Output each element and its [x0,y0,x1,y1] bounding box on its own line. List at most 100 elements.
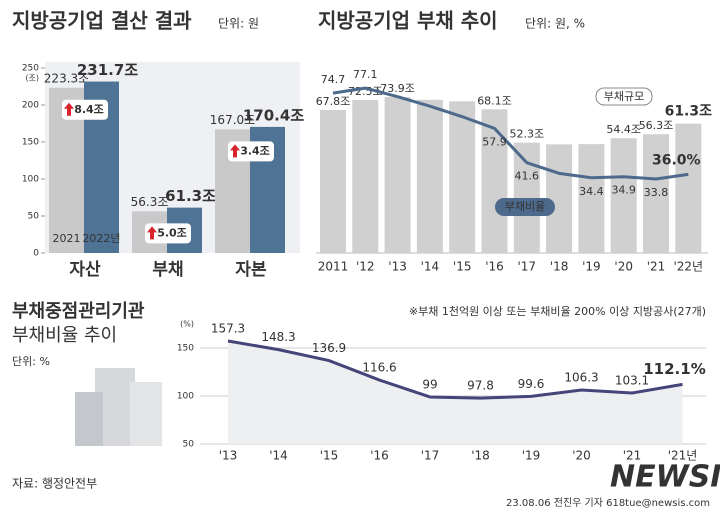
bar [416,99,443,254]
note: ※부채 1천억원 이상 또는 부채비율 200% 이상 지방공사(27개) [409,304,706,318]
change-badge [228,141,274,162]
x-tick-label: '20 [572,449,591,463]
data-label: 73.9조 [380,82,415,95]
x-tick-label: '18 [550,260,569,274]
data-label: 57.9 [482,135,507,148]
x-tick-label: '14 [269,449,288,463]
series-label: 2022년 [82,232,120,245]
change-badge [145,223,191,244]
x-tick-label: '14 [421,260,440,274]
change-badge [62,99,108,120]
y-tick-label: 150 [22,138,39,148]
data-label: 106.3 [564,370,598,384]
data-label: 99.6 [518,377,545,391]
x-tick-label: '16 [485,260,504,274]
x-tick-label: '13 [388,260,407,274]
data-label: 34.9 [611,184,636,197]
bar [384,97,411,253]
series-label: 2021 [53,232,81,245]
data-label: 103.1 [615,374,649,388]
data-label: 223.3조 [44,71,89,85]
x-tick-label: '18 [471,449,490,463]
y-tick-label: 200 [22,101,39,111]
data-label: 136.9 [312,341,346,355]
data-label: 52.3조 [509,128,544,141]
x-tick-label: 부채 [152,260,183,280]
data-label: 61.3조 [165,187,216,205]
data-label: 67.8조 [316,95,351,108]
data-label: 74.7 [321,73,346,86]
data-label: 68.1조 [477,94,512,107]
x-tick-label: '19 [522,449,541,463]
y-tick-label: 150 [177,344,194,354]
legend-label: 부채규모 [604,90,644,103]
y-tick-label: 100 [22,175,39,185]
legend-label: 부채비율 [505,200,545,213]
up-arrow [147,226,157,240]
x-tick-label: '22년 [673,260,703,274]
data-label: 56.3조 [131,195,169,209]
building [75,392,103,446]
bar [449,101,476,253]
bar [610,138,637,253]
x-tick-label: '15 [320,449,339,463]
unit-label: 단위: 원 [218,17,259,31]
x-tick-label: 2011 [318,260,349,274]
x-tick-label: '15 [453,260,472,274]
data-label: 148.3 [261,330,295,344]
data-label: 112.1% [643,360,705,378]
x-tick-label: '21 [623,449,642,463]
bar [513,142,540,253]
data-label: 170.4조 [243,106,304,124]
x-tick-label: '17 [518,260,537,274]
up-arrow [64,102,74,116]
x-tick-label: 자본 [235,260,267,280]
unit-label: 단위: 원, % [525,17,585,31]
line [227,339,683,400]
x-tick-label: '16 [370,449,389,463]
credit: 23.08.06 전진우 기자 618tue@newsis.com [506,497,710,509]
bar [675,123,702,253]
data-label: 34.4 [579,185,604,198]
x-tick-label: '12 [356,260,375,274]
legend-pill [495,198,555,216]
data-label: 61.3조 [665,104,713,120]
y-tick-label: 250 [22,64,39,74]
data-label: 33.8 [644,186,669,199]
bar [352,100,379,254]
up-arrow [230,144,240,158]
data-label: 56.3조 [639,119,674,132]
x-tick-label: '13 [219,449,238,463]
x-tick-label: '21 [647,260,666,274]
y-unit: (조) [25,74,39,83]
y-tick-label: 50 [28,212,40,222]
building [130,382,162,446]
data-label: 97.8 [467,379,494,393]
x-tick-label: '19 [582,260,601,274]
data-label: 116.6 [362,361,396,375]
y-tick-label: 100 [177,392,194,402]
data-label: 54.4조 [606,123,641,136]
bar [643,134,669,253]
change-label: 5.0조 [157,226,187,239]
y-tick-label: 0 [33,249,39,259]
x-tick-label: '21년 [668,449,698,463]
watermark-logo: NEWSIS [610,460,720,495]
y-tick-label: 50 [183,440,195,450]
chart-title: 부채중점관리기관 [12,301,145,322]
data-label: 41.6 [515,170,540,183]
legend-pill [595,87,653,106]
data-label: 99 [422,377,437,391]
building-illustration [75,368,162,446]
bar [481,109,508,254]
unit-label: 단위: % [12,355,50,368]
bar [546,144,573,253]
x-tick-label: '20 [614,260,633,274]
chart-title: 지방공기업 결산 결과 [12,9,192,33]
bar [320,109,346,253]
chart-title: 부채비율 추이 [12,325,117,346]
chart-title: 지방공기업 부채 추이 [318,9,498,33]
change-label: 3.4조 [240,144,270,157]
bar [578,144,605,253]
